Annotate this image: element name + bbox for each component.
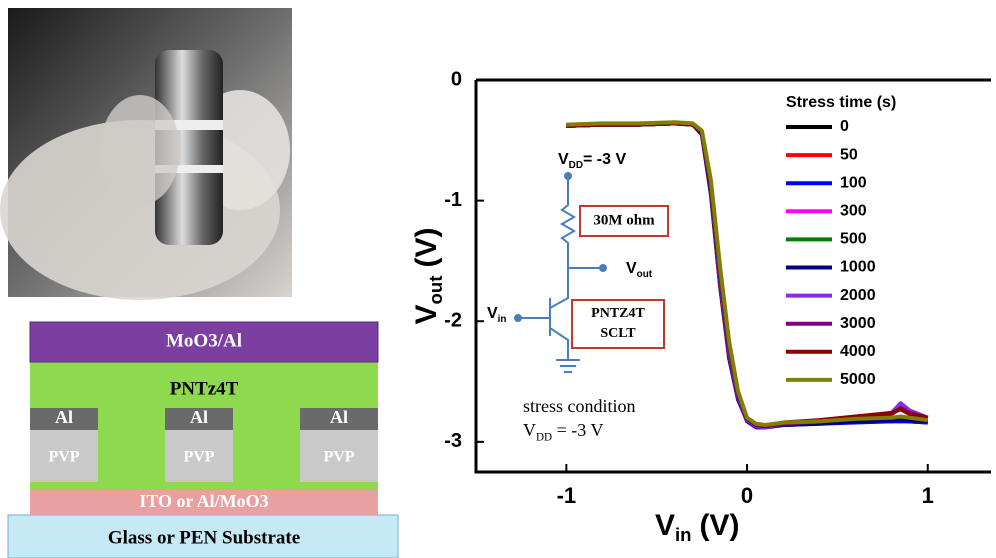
legend-label: 2000 xyxy=(840,287,876,304)
x-tick-label: 1 xyxy=(922,483,934,508)
data-line xyxy=(566,120,929,427)
y-axis-label-part: (V) xyxy=(410,228,443,268)
annotation: VDD= -3 V xyxy=(558,151,626,170)
y-tick-label: 0 xyxy=(451,68,462,90)
photo xyxy=(0,8,292,300)
annotation-part: in xyxy=(498,313,507,324)
legend-label: 500 xyxy=(840,231,867,248)
x-axis-label-part: (V) xyxy=(700,509,740,542)
y-tick-label: -2 xyxy=(444,310,462,332)
annotation-part: out xyxy=(637,268,653,279)
annotation-part: DD xyxy=(536,431,552,443)
circuit xyxy=(514,172,669,373)
legend-label: 300 xyxy=(840,203,867,220)
legend-label: 100 xyxy=(840,174,867,191)
legend-label: 0 xyxy=(840,118,849,135)
axis-frame xyxy=(474,78,991,474)
legend-title: Stress time (s) xyxy=(786,94,896,111)
x-tick-label: 0 xyxy=(741,483,753,508)
layer-label: PNTz4T xyxy=(170,378,239,399)
legend-label: 4000 xyxy=(840,343,876,360)
annotation-part: V xyxy=(487,305,498,322)
x-axis-label: Vin (V) xyxy=(655,509,740,545)
x-tick-label: -1 xyxy=(557,483,577,508)
device-stack: MoO3/Al PNTz4T Al Al Al PVP PVP PVP ITO … xyxy=(7,321,399,558)
annotation-part: V xyxy=(523,420,536,440)
x-axis-label-part: in xyxy=(675,524,692,545)
legend-label: 50 xyxy=(840,146,858,163)
layer-label: Glass or PEN Substrate xyxy=(108,527,300,548)
annotation: Vout xyxy=(626,260,653,279)
annotation: 30M ohm xyxy=(593,212,655,228)
layer-label: MoO3/Al xyxy=(166,330,242,351)
y-axis-label: Vout (V) xyxy=(410,228,446,325)
annotation-part: = -3 V xyxy=(583,151,626,168)
annotation-part: = -3 V xyxy=(552,420,603,440)
annotation: SCLT xyxy=(600,326,636,341)
annotation: VDD = -3 V xyxy=(523,420,603,443)
layer-label: PVP xyxy=(183,449,214,466)
legend-label: 3000 xyxy=(840,315,876,332)
annotation: PNTZ4T xyxy=(591,306,645,321)
layer-label: ITO or Al/MoO3 xyxy=(139,491,268,511)
layer-label: PVP xyxy=(48,449,79,466)
y-tick-label: -3 xyxy=(444,430,462,452)
annotation: stress condition xyxy=(523,396,636,416)
layer-label: Al xyxy=(190,407,208,427)
annotation-part: DD xyxy=(569,159,583,170)
annotation-part: V xyxy=(558,151,569,168)
annotation-part: V xyxy=(626,260,637,277)
legend-label: 1000 xyxy=(840,259,876,276)
layer-label: PVP xyxy=(323,449,354,466)
annotation: Vin xyxy=(487,305,506,324)
layer-label: Al xyxy=(55,407,73,427)
legend-label: 5000 xyxy=(840,371,876,388)
x-axis-label-part: V xyxy=(655,509,675,542)
y-axis-label-part: V xyxy=(410,304,443,324)
y-tick-label: -1 xyxy=(444,189,462,211)
y-axis-label-part: out xyxy=(425,276,446,305)
layer-label: Al xyxy=(330,407,348,427)
